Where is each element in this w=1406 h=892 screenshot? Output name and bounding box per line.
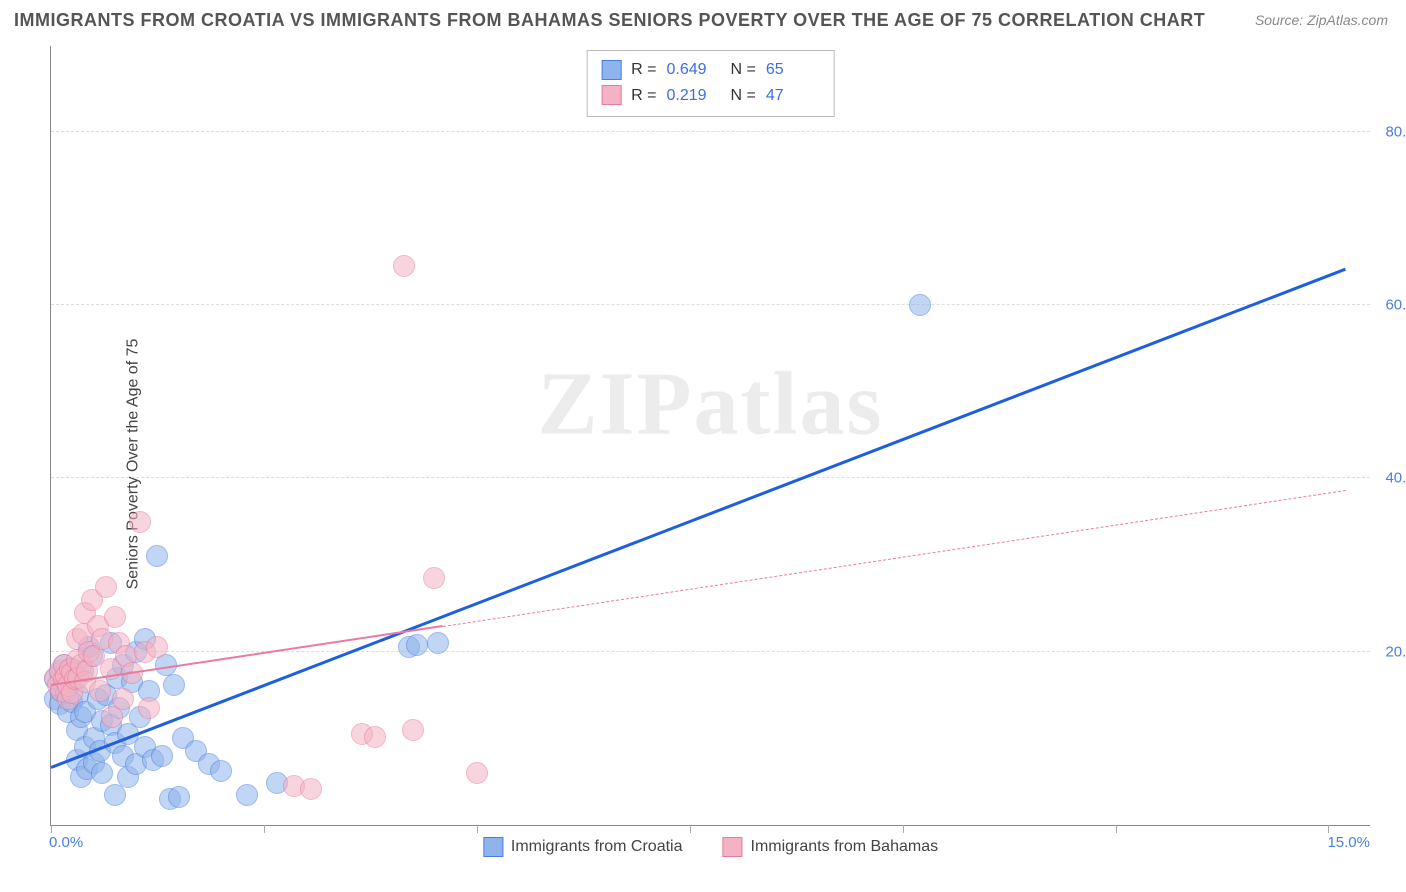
x-tick: [51, 825, 52, 833]
scatter-point-bahamas: [104, 606, 126, 628]
legend-swatch-bahamas: [722, 837, 742, 857]
n-value-bahamas: 47: [766, 83, 820, 109]
legend-bottom: Immigrants from Croatia Immigrants from …: [483, 837, 938, 857]
y-tick-label: 20.0%: [1385, 643, 1406, 660]
stats-row-bahamas: R = 0.219 N = 47: [601, 83, 820, 109]
gridline: [51, 651, 1370, 652]
legend-item-bahamas: Immigrants from Bahamas: [722, 837, 938, 857]
scatter-point-croatia: [427, 632, 449, 654]
x-tick: [903, 825, 904, 833]
y-tick-label: 60.0%: [1385, 297, 1406, 314]
scatter-point-croatia: [406, 634, 428, 656]
r-label: R =: [631, 57, 656, 83]
scatter-point-bahamas: [402, 719, 424, 741]
scatter-point-bahamas: [89, 680, 111, 702]
n-value-croatia: 65: [766, 57, 820, 83]
source-credit: Source: ZipAtlas.com: [1255, 12, 1388, 28]
y-tick-label: 80.0%: [1385, 123, 1406, 140]
watermark: ZIPatlas: [537, 353, 883, 456]
r-value-bahamas: 0.219: [667, 83, 721, 109]
n-label: N =: [731, 57, 756, 83]
x-tick-max: 15.0%: [1327, 834, 1370, 851]
n-label: N =: [731, 83, 756, 109]
scatter-point-bahamas: [364, 726, 386, 748]
r-value-croatia: 0.649: [667, 57, 721, 83]
watermark-atlas: atlas: [694, 355, 884, 454]
scatter-point-bahamas: [466, 762, 488, 784]
x-tick: [1116, 825, 1117, 833]
r-label: R =: [631, 83, 656, 109]
scatter-point-bahamas: [112, 688, 134, 710]
scatter-point-croatia: [151, 745, 173, 767]
gridline: [51, 131, 1370, 132]
scatter-point-croatia: [236, 784, 258, 806]
swatch-croatia: [601, 60, 621, 80]
x-tick-min: 0.0%: [49, 834, 83, 851]
legend-item-croatia: Immigrants from Croatia: [483, 837, 683, 857]
legend-swatch-croatia: [483, 837, 503, 857]
scatter-point-croatia: [168, 786, 190, 808]
stats-legend-box: R = 0.649 N = 65 R = 0.219 N = 47: [586, 50, 835, 117]
x-tick: [690, 825, 691, 833]
chart-wrap: Seniors Poverty Over the Age of 75 ZIPat…: [0, 36, 1406, 892]
x-tick: [477, 825, 478, 833]
scatter-point-croatia: [210, 760, 232, 782]
scatter-point-croatia: [163, 674, 185, 696]
trendline-croatia: [50, 267, 1346, 768]
x-tick: [1328, 825, 1329, 833]
watermark-zip: ZIP: [537, 355, 693, 454]
swatch-bahamas: [601, 85, 621, 105]
chart-title: IMMIGRANTS FROM CROATIA VS IMMIGRANTS FR…: [0, 0, 1406, 31]
scatter-point-bahamas: [146, 636, 168, 658]
trendline-bahamas-extrapolated: [443, 490, 1346, 627]
gridline: [51, 304, 1370, 305]
x-tick: [264, 825, 265, 833]
scatter-point-bahamas: [300, 778, 322, 800]
y-tick-label: 40.0%: [1385, 470, 1406, 487]
scatter-point-bahamas: [393, 255, 415, 277]
scatter-point-croatia: [909, 294, 931, 316]
gridline: [51, 477, 1370, 478]
scatter-point-croatia: [146, 545, 168, 567]
stats-row-croatia: R = 0.649 N = 65: [601, 57, 820, 83]
legend-label-bahamas: Immigrants from Bahamas: [750, 838, 938, 856]
plot-area: ZIPatlas R = 0.649 N = 65 R = 0.219 N = …: [50, 46, 1370, 826]
legend-label-croatia: Immigrants from Croatia: [511, 838, 683, 856]
scatter-point-bahamas: [95, 576, 117, 598]
scatter-point-croatia: [91, 762, 113, 784]
scatter-point-bahamas: [423, 567, 445, 589]
scatter-point-bahamas: [138, 697, 160, 719]
scatter-point-bahamas: [129, 511, 151, 533]
